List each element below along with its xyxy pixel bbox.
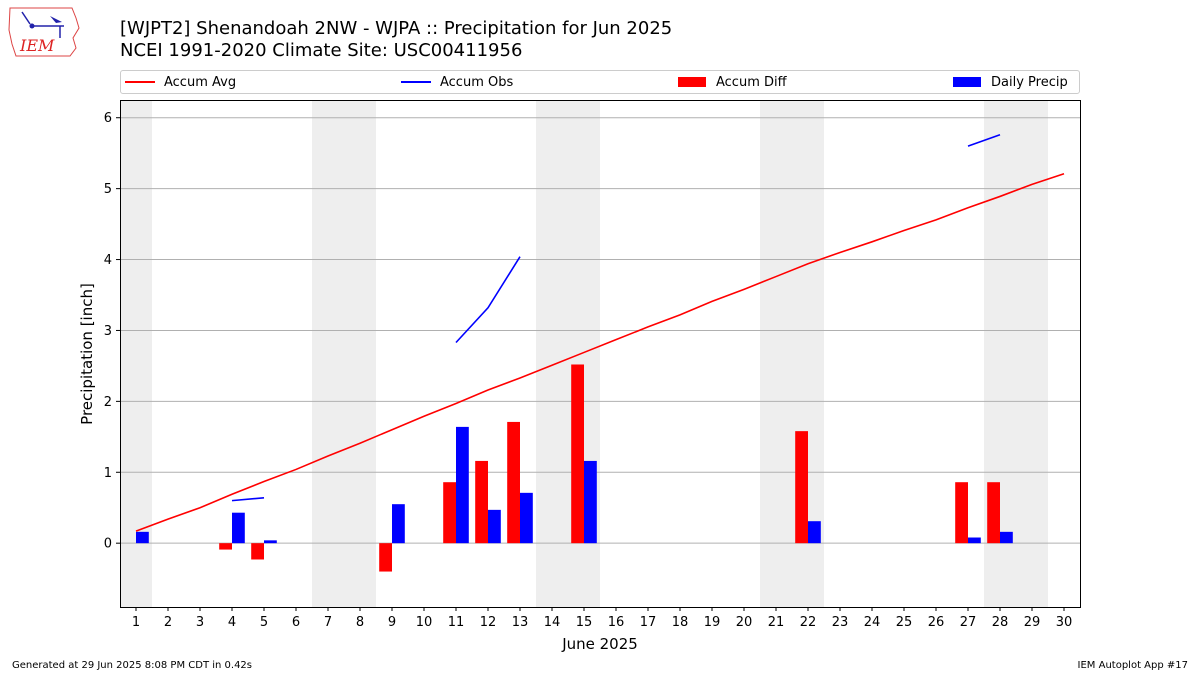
- line-accum-obs: [455, 256, 521, 344]
- legend: Accum Avg Accum Obs Accum Diff Daily Pre…: [120, 70, 1080, 94]
- x-tick-label: 25: [896, 615, 913, 630]
- bar-daily-precip: [808, 521, 821, 544]
- bar-daily-precip: [456, 426, 469, 544]
- legend-item-daily-precip: Daily Precip: [953, 74, 1068, 90]
- x-axis-label: June 2025: [561, 635, 638, 653]
- y-tick-label: 2: [104, 395, 112, 410]
- legend-label-accum-diff: Accum Diff: [716, 74, 787, 90]
- legend-swatch-daily-precip: [953, 77, 981, 87]
- x-tick-label: 7: [324, 615, 332, 630]
- x-tick-label: 21: [768, 615, 785, 630]
- y-tick-label: 4: [104, 253, 112, 268]
- x-tick-label: 5: [260, 615, 268, 630]
- bar-accum-diff: [955, 482, 968, 544]
- y-tick-label: 0: [104, 537, 112, 552]
- y-tick-label: 1: [104, 466, 112, 481]
- x-tick-label: 15: [576, 615, 593, 630]
- weekend-band: [120, 100, 152, 607]
- x-tick-label: 14: [544, 615, 561, 630]
- x-tick-label: 29: [1024, 615, 1041, 630]
- logo-text: IEM: [19, 36, 55, 55]
- bar-accum-diff: [571, 364, 584, 544]
- x-tick-label: 11: [448, 615, 465, 630]
- x-tick-label: 10: [416, 615, 433, 630]
- x-tick-label: 28: [992, 615, 1009, 630]
- x-tick-label: 26: [928, 615, 945, 630]
- x-tick-label: 16: [608, 615, 625, 630]
- y-axis-ticks: 0 1 2 3 4 5 6: [104, 111, 120, 552]
- footer-generated: Generated at 29 Jun 2025 8:08 PM CDT in …: [12, 660, 253, 671]
- bar-daily-precip: [264, 540, 277, 544]
- bar-daily-precip: [136, 531, 149, 544]
- x-tick-label: 30: [1056, 615, 1073, 630]
- bar-daily-precip: [488, 509, 501, 544]
- bar-daily-precip: [392, 504, 405, 544]
- line-accum-avg: [135, 172, 1065, 532]
- bar-accum-diff: [987, 482, 1000, 544]
- legend-item-accum-obs: Accum Obs: [401, 74, 513, 90]
- chart-title: [WJPT2] Shenandoah 2NW - WJPA :: Precipi…: [120, 18, 673, 39]
- legend-swatch-accum-obs: [401, 81, 431, 83]
- x-tick-label: 24: [864, 615, 881, 630]
- legend-label-accum-avg: Accum Avg: [164, 74, 237, 90]
- x-axis-ticks: 1 2 3 4 5 6 7 8 9 10 11 12 13 14 15 16 17 18 19 20 21 22 23 24 2…: [132, 607, 1072, 630]
- bar-daily-precip: [584, 460, 597, 544]
- footer-app: IEM Autoplot App #17: [1077, 660, 1188, 671]
- bar-daily-precip: [232, 512, 245, 544]
- x-tick-label: 27: [960, 615, 977, 630]
- x-tick-label: 19: [704, 615, 721, 630]
- x-tick-label: 18: [672, 615, 689, 630]
- x-tick-label: 22: [800, 615, 817, 630]
- bar-accum-diff: [251, 543, 264, 560]
- x-tick-label: 9: [388, 615, 396, 630]
- x-tick-label: 8: [356, 615, 364, 630]
- lines: [135, 133, 1065, 532]
- x-tick-label: 6: [292, 615, 300, 630]
- x-tick-label: 2: [164, 615, 172, 630]
- x-tick-label: 12: [480, 615, 497, 630]
- iem-logo: IEM: [8, 7, 80, 57]
- bar-accum-diff: [475, 460, 488, 544]
- legend-swatch-accum-avg: [125, 81, 155, 83]
- grid: [120, 117, 1080, 544]
- bar-daily-precip: [968, 537, 981, 544]
- weekend-band: [312, 100, 376, 607]
- x-tick-label: 1: [132, 615, 140, 630]
- bar-daily-precip: [1000, 531, 1013, 544]
- line-accum-obs: [231, 497, 265, 502]
- legend-label-accum-obs: Accum Obs: [440, 74, 514, 90]
- y-tick-label: 5: [104, 182, 112, 197]
- y-tick-label: 3: [104, 324, 112, 339]
- x-tick-label: 17: [640, 615, 657, 630]
- bar-daily-precip: [520, 492, 533, 544]
- line-accum-obs: [967, 133, 1001, 147]
- legend-swatch-accum-diff: [678, 77, 706, 87]
- bar-accum-diff: [219, 543, 232, 550]
- plot-frame: [120, 100, 1081, 608]
- y-tick-label: 6: [104, 111, 112, 126]
- bars: [136, 364, 1013, 572]
- bar-accum-diff: [379, 543, 392, 572]
- x-tick-label: 20: [736, 615, 753, 630]
- x-tick-label: 13: [512, 615, 529, 630]
- bar-accum-diff: [443, 482, 456, 544]
- y-axis-label: Precipitation [inch]: [78, 283, 96, 425]
- x-tick-label: 23: [832, 615, 849, 630]
- bar-accum-diff: [507, 421, 520, 544]
- x-tick-label: 4: [228, 615, 236, 630]
- legend-label-daily-precip: Daily Precip: [991, 74, 1068, 90]
- legend-item-accum-diff: Accum Diff: [678, 74, 787, 90]
- bar-accum-diff: [795, 431, 808, 544]
- x-tick-label: 3: [196, 615, 204, 630]
- chart-subtitle: NCEI 1991-2020 Climate Site: USC00411956: [120, 40, 523, 61]
- legend-item-accum-avg: Accum Avg: [125, 74, 236, 90]
